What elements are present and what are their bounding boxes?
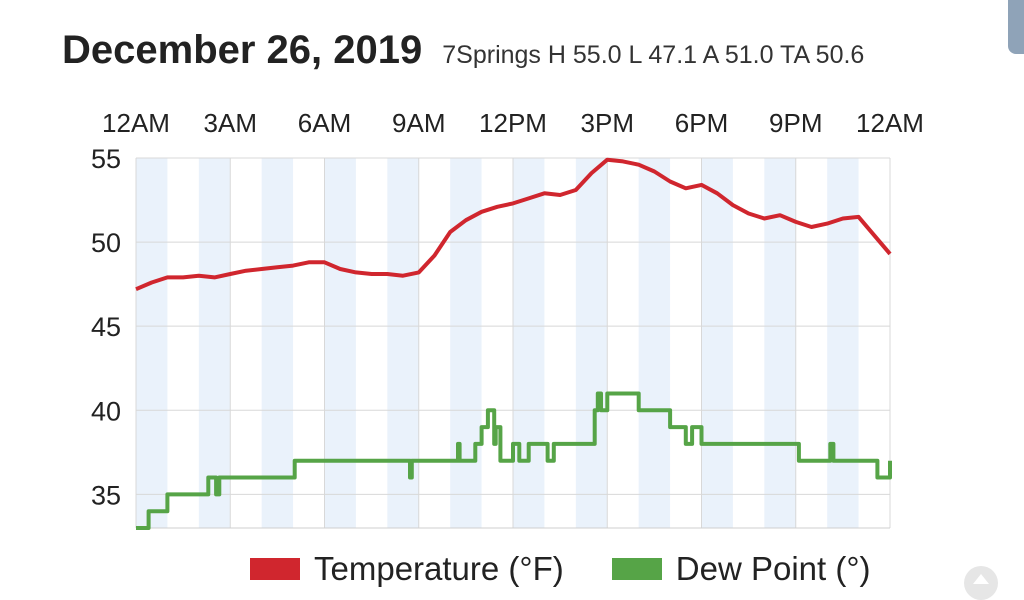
hour-band — [638, 158, 671, 528]
legend-swatch-temperature — [250, 558, 300, 580]
x-tick-label: 12AM — [856, 108, 924, 138]
hour-bands — [136, 158, 859, 528]
scroll-to-top-button[interactable] — [964, 566, 998, 600]
hour-band — [701, 158, 733, 528]
legend-swatch-dew-point — [611, 558, 662, 580]
x-tick-label: 9AM — [392, 108, 445, 138]
hour-band — [387, 158, 419, 528]
x-axis-tick-labels: 12AM 3AM 6AM 9AM 12PM 3PM 6PM 9PM 12AM — [102, 108, 924, 138]
chart-header: December 26, 2019 7Springs H 55.0 L 47.1… — [62, 28, 864, 73]
grid-lines — [135, 157, 891, 529]
x-tick-label: 3AM — [204, 108, 257, 138]
y-tick-label: 40 — [91, 396, 121, 426]
hour-band — [827, 158, 859, 528]
dew-point-series-line — [136, 391, 892, 530]
hour-band — [198, 158, 231, 528]
hour-band — [575, 158, 608, 528]
hour-band — [324, 158, 356, 528]
x-tick-label: 9PM — [769, 108, 822, 138]
y-tick-label: 55 — [91, 144, 121, 174]
x-tick-label: 6PM — [675, 108, 728, 138]
hour-band — [136, 158, 168, 528]
x-tick-label: 3PM — [581, 108, 634, 138]
chart-date-title: December 26, 2019 — [62, 28, 423, 72]
station-summary: 7Springs H 55.0 L 47.1 A 51.0 TA 50.6 — [442, 41, 865, 69]
side-panel-tab[interactable] — [1008, 0, 1024, 54]
legend-label-dew-point: Dew Point (°) — [675, 550, 871, 587]
y-tick-label: 45 — [91, 312, 121, 342]
chevron-up-icon — [973, 574, 989, 584]
x-tick-label: 12AM — [102, 108, 170, 138]
x-tick-label: 6AM — [298, 108, 351, 138]
y-tick-label: 50 — [91, 228, 121, 258]
legend-item-dew-point[interactable]: Dew Point (°) — [611, 550, 871, 588]
legend-label-temperature: Temperature (°F) — [314, 550, 564, 587]
y-axis-tick-labels: 35 40 45 50 55 — [91, 144, 121, 510]
x-tick-label: 12PM — [479, 108, 547, 138]
y-tick-label: 35 — [91, 480, 121, 510]
series-lines — [135, 157, 892, 530]
hour-band — [261, 158, 294, 528]
hour-band — [513, 158, 545, 528]
temperature-series-line — [135, 157, 892, 292]
chart-legend: Temperature (°F) Dew Point (°) — [250, 550, 919, 588]
legend-item-temperature[interactable]: Temperature (°F) — [250, 550, 564, 588]
